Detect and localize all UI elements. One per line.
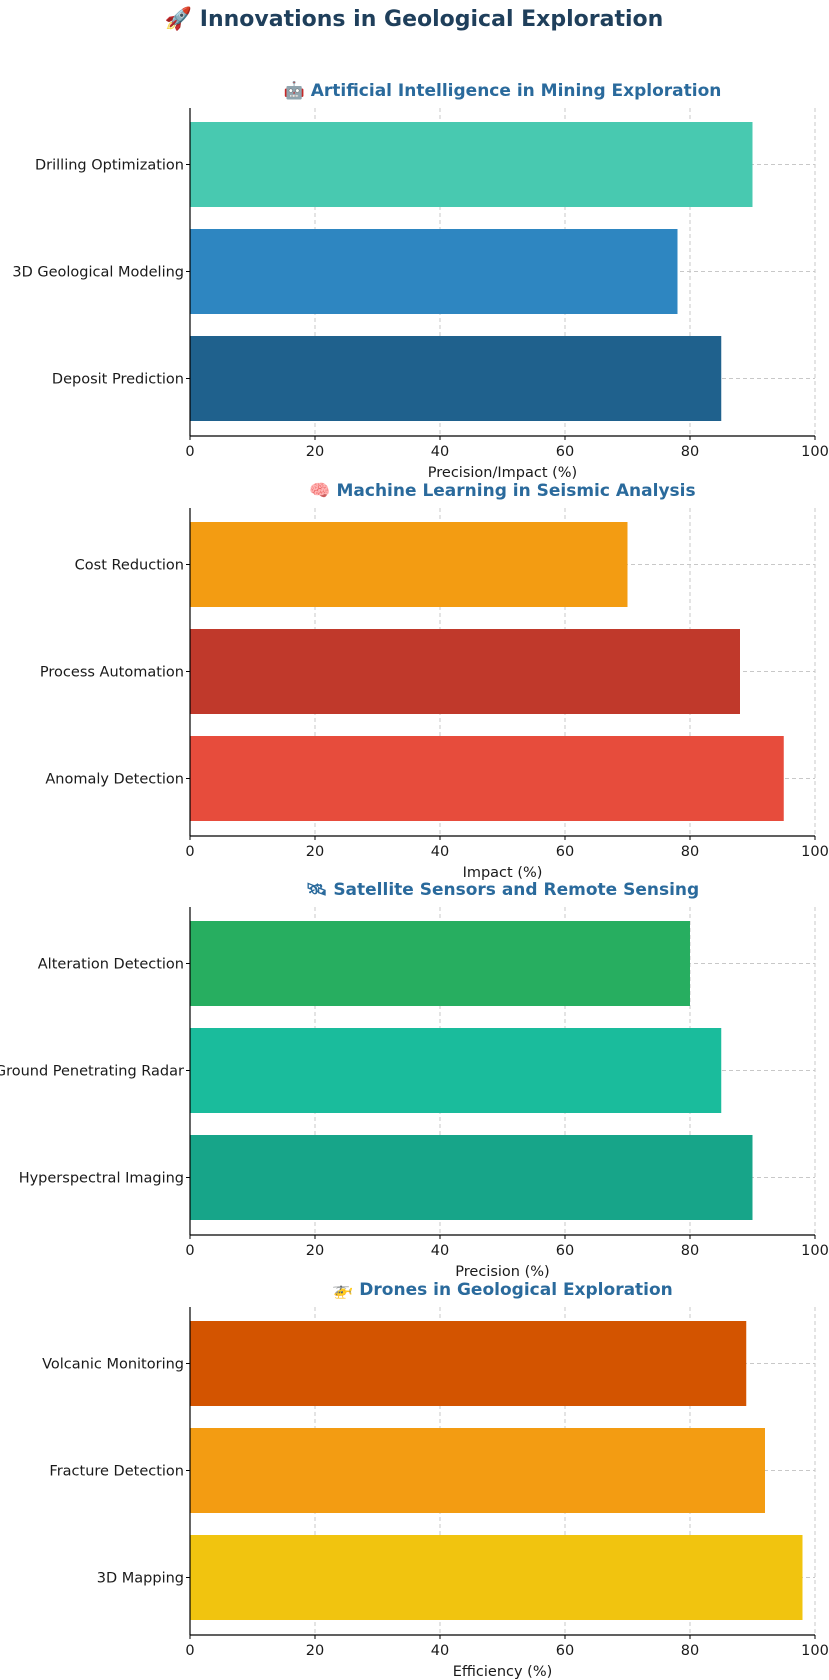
x-tick-label: 20: [306, 1643, 324, 1659]
x-tick-label: 40: [431, 444, 449, 460]
bar-drilling-optimization: [190, 122, 753, 207]
chart-title: 🛰 Satellite Sensors and Remote Sensing: [306, 880, 699, 900]
category-label: Volcanic Monitoring: [42, 1357, 184, 1373]
x-tick-label: 80: [681, 444, 699, 460]
bar-3d-mapping: [190, 1535, 803, 1620]
x-tick-label: 0: [185, 1643, 194, 1659]
bar-cost-reduction: [190, 522, 628, 607]
bar-hyperspectral-imaging: [190, 1135, 753, 1220]
x-tick-label: 60: [556, 844, 574, 860]
bar-deposit-prediction: [190, 336, 722, 421]
bar-ground-penetrating-radar: [190, 1028, 722, 1113]
charts-container: 🤖 Artificial Intelligence in Mining Expl…: [0, 80, 829, 1680]
bar-alteration-detection: [190, 921, 690, 1006]
figure-title: 🚀 Innovations in Geological Exploration: [165, 6, 664, 32]
bar-fracture-detection: [190, 1428, 765, 1513]
x-tick-label: 0: [185, 1243, 194, 1259]
category-label: Process Automation: [40, 665, 184, 681]
category-label: Anomaly Detection: [45, 772, 184, 788]
x-tick-label: 80: [681, 1243, 699, 1259]
category-label: Deposit Prediction: [52, 372, 184, 388]
x-tick-label: 20: [306, 844, 324, 860]
chart-title: 🧠 Machine Learning in Seismic Analysis: [309, 481, 695, 501]
x-tick-label: 60: [556, 1643, 574, 1659]
x-tick-label: 40: [431, 1243, 449, 1259]
x-tick-label: 60: [556, 1243, 574, 1259]
bar-anomaly-detection: [190, 736, 784, 821]
category-label: 3D Mapping: [97, 1571, 184, 1587]
chart-panel-2: 🧠 Machine Learning in Seismic Analysis An…: [40, 481, 829, 881]
x-tick-label: 40: [431, 1643, 449, 1659]
chart-panel-1: 🤖 Artificial Intelligence in Mining Expl…: [12, 80, 828, 481]
category-label: Drilling Optimization: [35, 158, 184, 174]
x-tick-label: 0: [185, 444, 194, 460]
x-tick-label: 80: [681, 844, 699, 860]
x-axis-label: Precision (%): [455, 1264, 549, 1280]
x-tick-label: 80: [681, 1643, 699, 1659]
x-tick-label: 20: [306, 444, 324, 460]
category-label: Cost Reduction: [75, 558, 184, 574]
x-tick-label: 40: [431, 844, 449, 860]
x-tick-label: 20: [306, 1243, 324, 1259]
x-tick-label: 100: [801, 1243, 829, 1259]
x-axis-label: Efficiency (%): [453, 1664, 553, 1680]
category-label: Hyperspectral Imaging: [19, 1171, 184, 1187]
bar-3d-geological-modeling: [190, 229, 678, 314]
x-axis-label: Impact (%): [463, 865, 543, 881]
chart-title: 🤖 Artificial Intelligence in Mining Expl…: [284, 80, 722, 101]
bar-process-automation: [190, 629, 740, 714]
x-tick-label: 0: [185, 844, 194, 860]
x-tick-label: 100: [801, 444, 829, 460]
x-axis-label: Precision/Impact (%): [428, 465, 577, 481]
category-label: Fracture Detection: [49, 1464, 184, 1480]
chart-panel-4: 🚁 Drones in Geological Exploration 3D Map…: [42, 1280, 829, 1680]
x-tick-label: 100: [801, 1643, 829, 1659]
category-label: Ground Penetrating Radar: [0, 1064, 184, 1080]
category-label: 3D Geological Modeling: [12, 265, 184, 281]
bar-volcanic-monitoring: [190, 1321, 747, 1406]
category-label: Alteration Detection: [38, 957, 184, 973]
x-tick-label: 100: [801, 844, 829, 860]
x-tick-label: 60: [556, 444, 574, 460]
chart-panel-3: 🛰 Satellite Sensors and Remote Sensing Hy…: [0, 880, 829, 1280]
chart-title: 🚁 Drones in Geological Exploration: [332, 1280, 673, 1300]
